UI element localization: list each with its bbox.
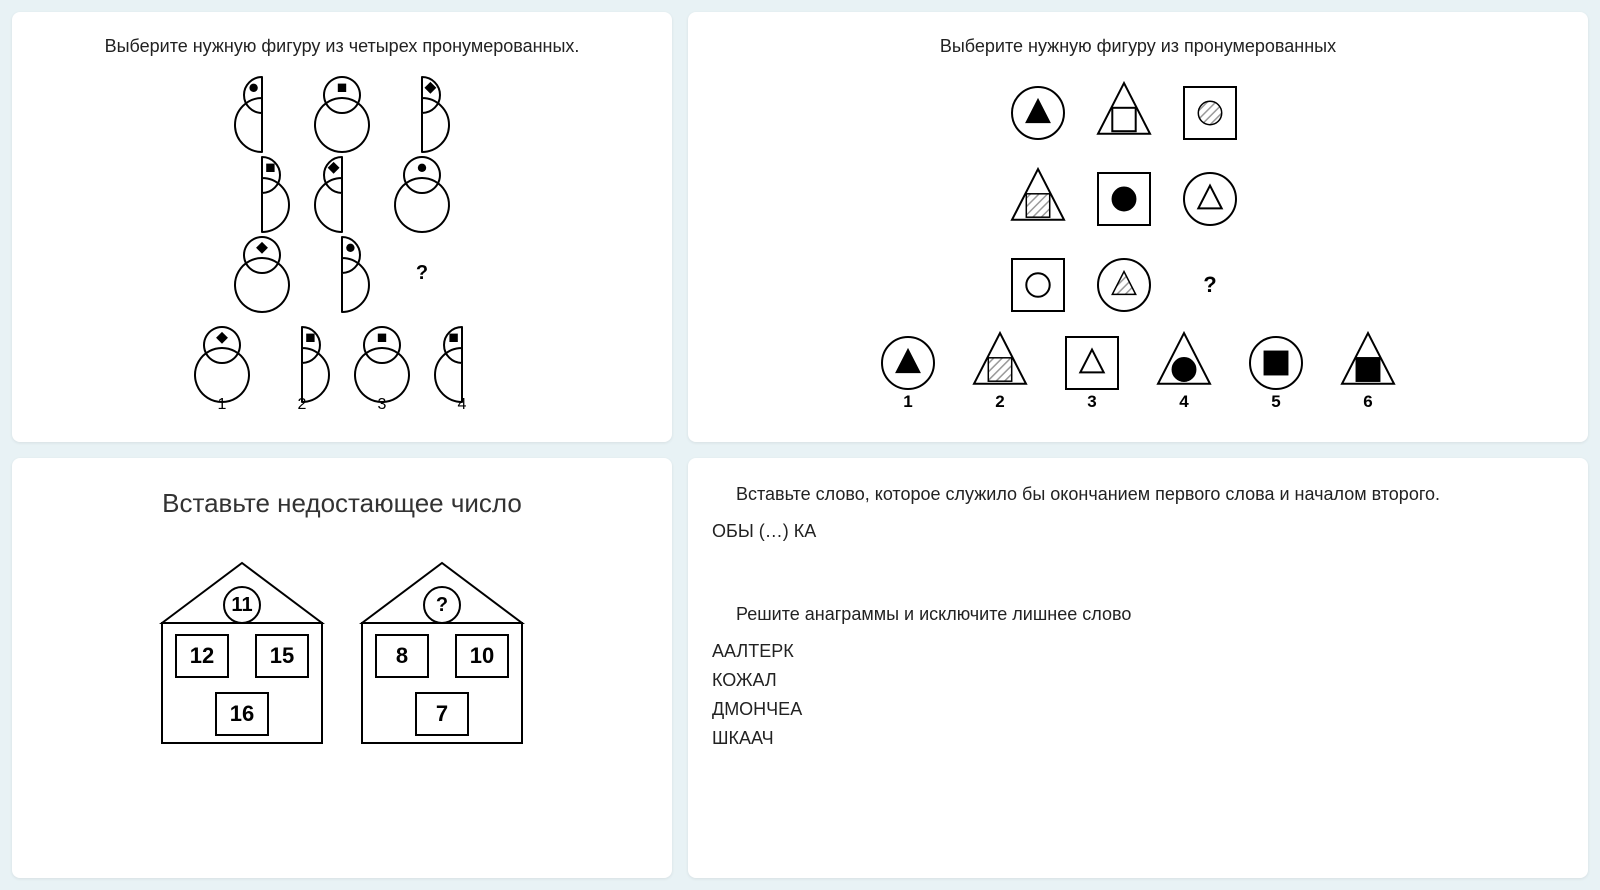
svg-text:16: 16 [230,701,254,726]
anagram-0: ААЛТЕРК [712,641,1564,662]
word2-prompt: Решите анаграммы и исключите лишнее слов… [736,604,1564,625]
card1-figure: ? 1 2 3 4 [36,73,648,413]
svg-text:5: 5 [1271,392,1280,411]
svg-text:8: 8 [396,643,408,668]
card-houses: Вставьте недостающее число 11 12 15 16? 8 10 7 [12,458,672,878]
anagram-1: КОЖАЛ [712,670,1564,691]
anagram-3: ШКААЧ [712,728,1564,749]
svg-text:6: 6 [1363,392,1372,411]
svg-text:7: 7 [436,701,448,726]
svg-text:?: ? [1203,272,1216,297]
svg-text:2: 2 [298,396,307,413]
svg-text:?: ? [416,262,428,284]
word1-prompt: Вставьте слово, которое служило бы оконч… [736,484,1564,505]
card3-figure: 11 12 15 16? 8 10 7 [36,543,648,823]
card3-title: Вставьте недостающее число [36,488,648,519]
word1-body: ОБЫ (…) КА [712,521,1564,542]
word-block-2: Решите анаграммы и исключите лишнее слов… [712,590,1564,757]
svg-text:11: 11 [231,594,252,616]
svg-text:1: 1 [218,396,227,413]
svg-text:1: 1 [903,392,912,411]
card2-title: Выберите нужную фигуру из пронумерованны… [712,36,1564,57]
svg-text:?: ? [436,594,448,616]
card1-title: Выберите нужную фигуру из четырех пронум… [36,36,648,57]
svg-text:3: 3 [1087,392,1096,411]
card2-figure: ? 1 2 3 4 5 6 [712,73,1564,413]
svg-text:12: 12 [190,643,214,668]
card-figures-shapes: Выберите нужную фигуру из пронумерованны… [688,12,1588,442]
svg-text:2: 2 [995,392,1004,411]
word-block-1: Вставьте слово, которое служило бы оконч… [712,478,1564,550]
svg-text:10: 10 [470,643,494,668]
svg-text:3: 3 [378,396,387,413]
svg-text:4: 4 [1179,392,1189,411]
card-words: Вставьте слово, которое служило бы оконч… [688,458,1588,878]
svg-text:4: 4 [458,396,467,413]
card-figures-violins: Выберите нужную фигуру из четырех пронум… [12,12,672,442]
svg-text:15: 15 [270,643,294,668]
anagram-2: ДМОНЧЕА [712,699,1564,720]
